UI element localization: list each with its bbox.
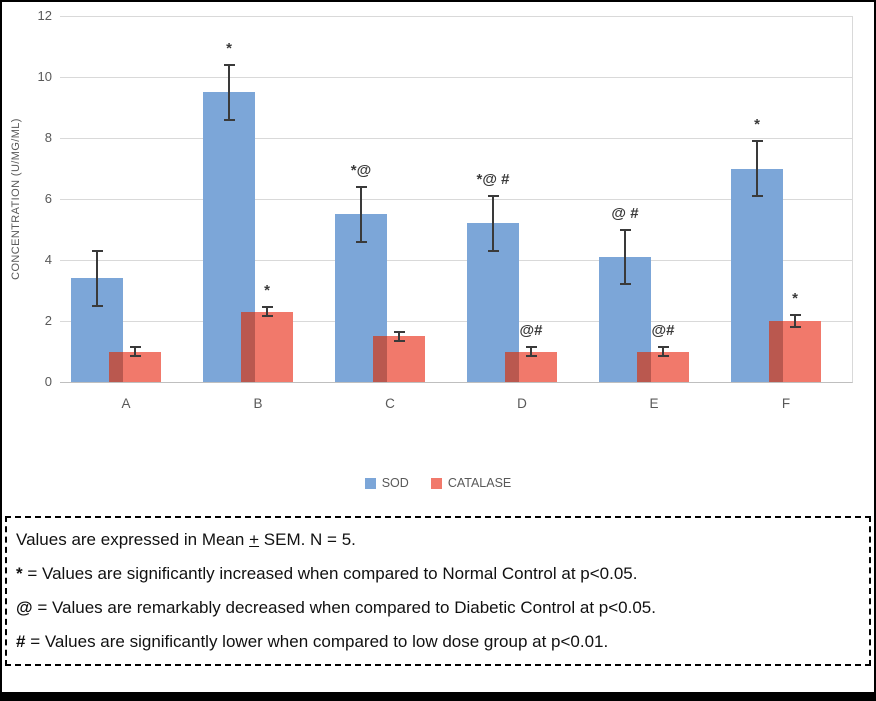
error-cap-top bbox=[223, 63, 235, 66]
error-cap-bottom bbox=[393, 339, 405, 342]
significance-annotation: * bbox=[792, 289, 798, 307]
hash-symbol: # bbox=[16, 632, 26, 651]
error-bar bbox=[398, 331, 400, 341]
error-bar bbox=[360, 186, 362, 242]
footnote-hash-text: = Values are significantly lower when co… bbox=[30, 632, 609, 651]
legend-swatch-sod bbox=[364, 477, 376, 489]
significance-annotation: * bbox=[264, 282, 270, 300]
significance-annotation: @# bbox=[519, 321, 543, 339]
error-bar bbox=[96, 250, 98, 306]
asterisk-symbol: * bbox=[16, 564, 23, 583]
error-bar bbox=[492, 195, 494, 251]
legend-label-catalase: CATALASE bbox=[447, 476, 512, 490]
gridline bbox=[60, 321, 852, 322]
error-cap-bottom bbox=[487, 249, 499, 252]
significance-annotation: *@ # bbox=[476, 170, 510, 188]
y-tick-label: 8 bbox=[44, 130, 52, 145]
at-symbol: @ bbox=[16, 598, 33, 617]
bar-catalase-C bbox=[373, 336, 425, 382]
error-cap-top bbox=[657, 345, 669, 348]
error-cap-bottom bbox=[261, 315, 273, 318]
error-cap-top bbox=[393, 330, 405, 333]
error-cap-top bbox=[751, 140, 763, 143]
footnotes-box: Values are expressed in Mean + SEM. N = … bbox=[5, 516, 871, 666]
footnote-mean-sem: Values are expressed in Mean + SEM. N = … bbox=[16, 530, 857, 550]
footnote-mean-sem-pre: Values are expressed in Mean bbox=[16, 530, 250, 549]
gridline bbox=[60, 260, 852, 261]
legend-item-sod: SOD bbox=[364, 476, 409, 490]
bar-catalase-B bbox=[241, 311, 293, 382]
error-cap-bottom bbox=[223, 118, 235, 121]
y-tick-label: 4 bbox=[44, 252, 52, 267]
footnote-at-text: = Values are remarkably decreased when c… bbox=[37, 598, 656, 617]
error-cap-bottom bbox=[525, 355, 537, 358]
x-category-label: F bbox=[781, 396, 791, 411]
y-tick-label: 6 bbox=[44, 191, 52, 206]
error-cap-top bbox=[355, 185, 367, 188]
error-bar bbox=[624, 229, 626, 285]
error-bar bbox=[756, 141, 758, 196]
error-cap-bottom bbox=[751, 194, 763, 197]
footnote-mean-sem-post: SEM. N = 5. bbox=[259, 530, 356, 549]
error-cap-bottom bbox=[789, 326, 801, 329]
gridline bbox=[60, 199, 852, 200]
significance-annotation: @# bbox=[651, 321, 675, 339]
error-cap-bottom bbox=[355, 240, 367, 243]
significance-annotation: @ # bbox=[611, 204, 639, 222]
significance-annotation: *@ bbox=[350, 161, 372, 179]
significance-annotation: * bbox=[226, 39, 232, 57]
legend-item-catalase: CATALASE bbox=[430, 476, 512, 490]
footnote-asterisk: * = Values are significantly increased w… bbox=[16, 564, 857, 584]
error-cap-top bbox=[487, 194, 499, 197]
x-category-label: B bbox=[253, 396, 263, 411]
error-cap-bottom bbox=[91, 304, 103, 307]
error-bar bbox=[794, 314, 796, 328]
error-cap-bottom bbox=[619, 283, 631, 286]
chart-legend: SOD CATALASE bbox=[2, 476, 874, 490]
x-category-label: C bbox=[385, 396, 395, 411]
y-tick-label: 12 bbox=[37, 8, 52, 23]
error-cap-top bbox=[91, 249, 103, 252]
error-cap-top bbox=[261, 306, 273, 309]
bar-catalase-F bbox=[769, 321, 821, 382]
y-tick-label: 0 bbox=[44, 374, 52, 389]
footnote-at: @ = Values are remarkably decreased when… bbox=[16, 598, 857, 618]
gridline bbox=[60, 138, 852, 139]
error-cap-bottom bbox=[129, 355, 141, 358]
x-category-label: A bbox=[121, 396, 131, 411]
gridline bbox=[60, 77, 852, 78]
error-bar bbox=[530, 346, 532, 357]
x-category-label: D bbox=[517, 396, 527, 411]
plot-area: * * *@ *@ # @# @ # @# * * bbox=[60, 16, 853, 383]
error-bar bbox=[662, 346, 664, 357]
plus-minus-symbol: + bbox=[249, 530, 260, 549]
error-bar bbox=[228, 64, 230, 120]
legend-swatch-catalase bbox=[430, 477, 442, 489]
gridline bbox=[60, 16, 852, 17]
x-category-label: E bbox=[649, 396, 659, 411]
y-tick-label: 10 bbox=[37, 69, 52, 84]
footnote-hash: # = Values are significantly lower when … bbox=[16, 632, 857, 652]
error-cap-top bbox=[129, 345, 141, 348]
bottom-border-bar bbox=[2, 692, 874, 699]
legend-label-sod: SOD bbox=[381, 476, 409, 490]
y-tick-label: 2 bbox=[44, 313, 52, 328]
error-cap-top bbox=[619, 228, 631, 231]
significance-annotation: * bbox=[754, 116, 760, 134]
error-cap-top bbox=[525, 345, 537, 348]
error-cap-bottom bbox=[657, 355, 669, 358]
error-bar bbox=[134, 346, 136, 357]
chart-area: CONCENTRATION (U/MG/ML) * * *@ *@ # @# @ # @# *… bbox=[2, 2, 874, 510]
error-cap-top bbox=[789, 313, 801, 316]
error-bar bbox=[266, 307, 268, 317]
footnote-asterisk-text: = Values are significantly increased whe… bbox=[27, 564, 638, 583]
